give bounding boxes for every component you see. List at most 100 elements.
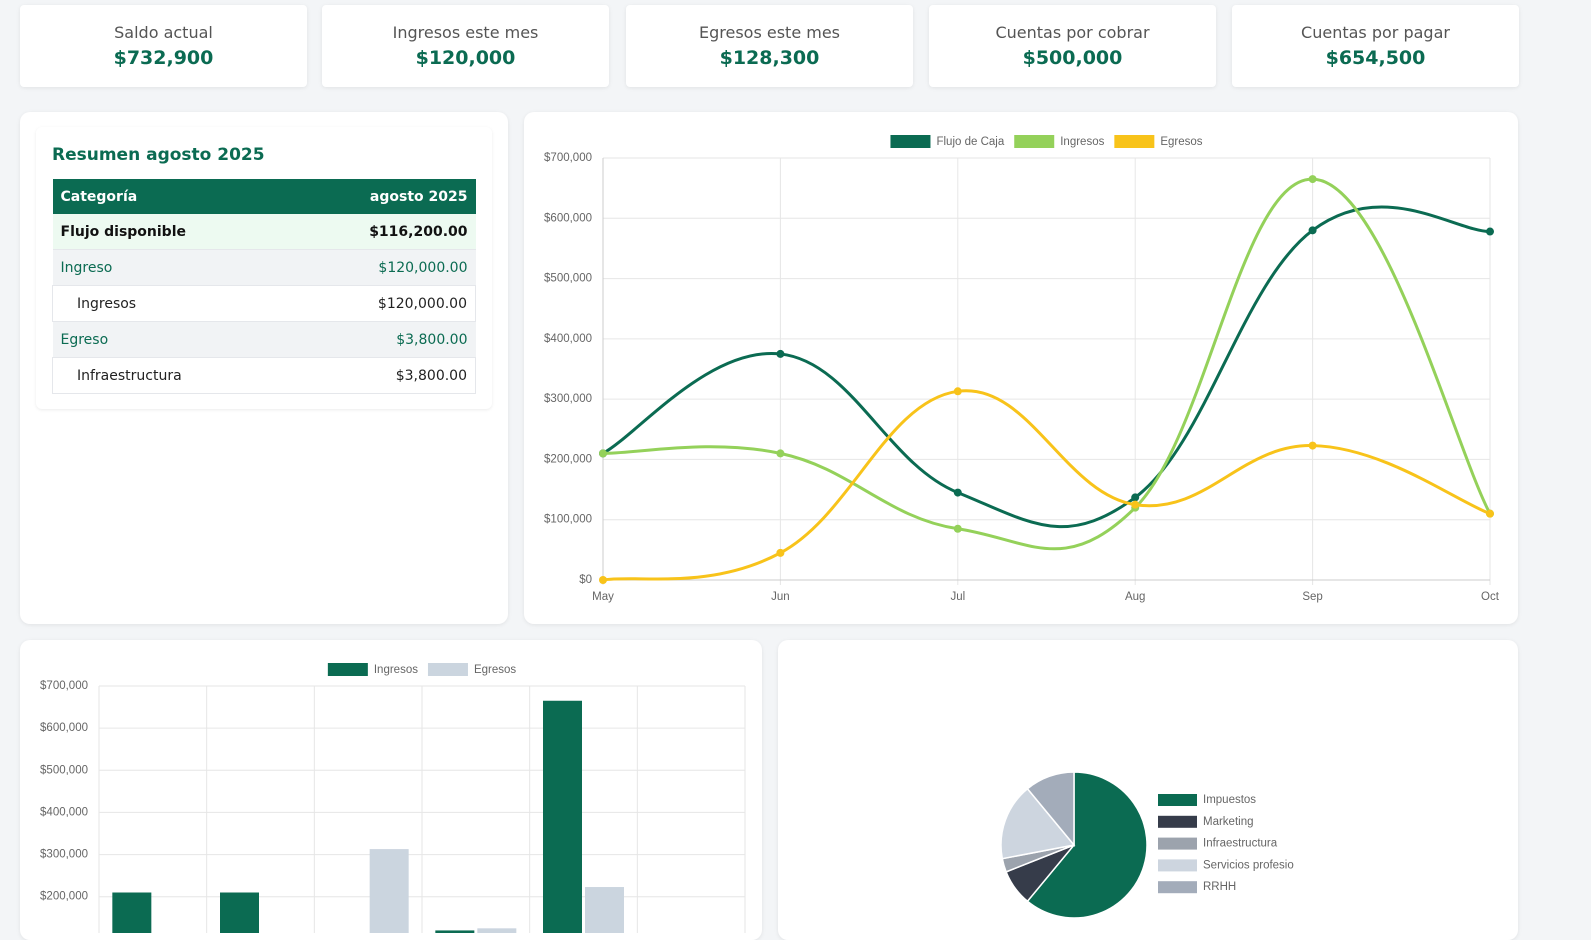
legend-label: Marketing bbox=[1203, 816, 1254, 828]
legend-label: Impuestos bbox=[1203, 794, 1256, 806]
x-tick-label: Jul bbox=[950, 591, 965, 603]
legend-swatch bbox=[890, 135, 931, 148]
legend: Ingresos Egresos bbox=[327, 663, 516, 676]
y-tick-label: $100,000 bbox=[544, 514, 592, 526]
legend-swatch bbox=[1114, 135, 1155, 148]
legend-swatch bbox=[1014, 135, 1055, 148]
kpi-label: Egresos este mes bbox=[698, 23, 841, 42]
bar bbox=[369, 849, 409, 933]
kpi-value: $654,500 bbox=[1325, 47, 1426, 69]
point bbox=[1131, 493, 1140, 502]
y-tick-label: $600,000 bbox=[40, 722, 88, 734]
kpi-card: Cuentas por cobrar $500,000 bbox=[929, 5, 1216, 87]
legend-label: Egresos bbox=[474, 664, 516, 676]
x-tick-label: Oct bbox=[1481, 591, 1500, 603]
bar bbox=[112, 892, 152, 933]
line-card bbox=[524, 112, 1518, 624]
x-tick-label: Sep bbox=[1302, 591, 1322, 603]
legend-label: Ingresos bbox=[374, 664, 418, 676]
bar bbox=[435, 930, 475, 933]
bar bbox=[220, 892, 259, 933]
x-tick-label: Aug bbox=[1125, 591, 1145, 603]
cell: Ingreso bbox=[52, 249, 287, 286]
y-tick-label: $400,000 bbox=[544, 333, 592, 345]
cell: $120,000.00 bbox=[286, 285, 477, 322]
y-tick-label: $700,000 bbox=[40, 680, 88, 692]
cell: Ingresos bbox=[52, 285, 287, 322]
y-tick-label: $600,000 bbox=[544, 212, 592, 224]
legend-swatch bbox=[1158, 815, 1197, 828]
cell: Flujo disponible bbox=[52, 214, 287, 250]
pie-slice bbox=[1026, 771, 1075, 848]
point bbox=[1308, 441, 1317, 450]
legend-swatch bbox=[427, 663, 468, 676]
point bbox=[953, 387, 962, 396]
bar bbox=[585, 887, 624, 933]
cell: $120,000.00 bbox=[286, 249, 476, 286]
bar bbox=[543, 700, 582, 933]
legend-swatch bbox=[1158, 859, 1197, 872]
legend: Flujo de Caja Ingresos Egresos bbox=[890, 135, 1203, 148]
point bbox=[953, 488, 962, 497]
point bbox=[1131, 500, 1140, 509]
legend-swatch bbox=[327, 663, 368, 676]
line bbox=[602, 389, 1491, 582]
point bbox=[599, 576, 607, 584]
pie-card bbox=[778, 640, 1518, 940]
cell: $3,800.00 bbox=[286, 321, 476, 358]
x-tick-label: May bbox=[592, 591, 614, 603]
pie-slice bbox=[1026, 771, 1148, 919]
legend-label: Servicios profesio bbox=[1203, 859, 1294, 871]
cell: Egreso bbox=[52, 321, 287, 358]
legend-swatch bbox=[1158, 881, 1197, 894]
header-cell: agosto 2025 bbox=[286, 179, 476, 214]
y-tick-label: $500,000 bbox=[40, 764, 88, 776]
y-tick-label: $200,000 bbox=[544, 453, 592, 465]
summary-table: Categoría agosto 2025 Flujo disponible $11… bbox=[52, 179, 477, 394]
y-tick-label: $700,000 bbox=[544, 152, 592, 164]
point bbox=[776, 349, 785, 358]
line bbox=[602, 205, 1491, 529]
kpi-label: Ingresos este mes bbox=[392, 23, 539, 42]
kpi-value: $500,000 bbox=[1022, 47, 1123, 69]
y-tick-label: $300,000 bbox=[544, 393, 592, 405]
y-tick-label: $400,000 bbox=[40, 806, 88, 818]
kpi-value: $128,300 bbox=[719, 47, 820, 69]
y-tick-label: $500,000 bbox=[544, 273, 592, 285]
point bbox=[953, 524, 962, 533]
point bbox=[599, 449, 607, 458]
y-tick-label: $0 bbox=[579, 574, 592, 586]
kpi-card: Saldo actual $732,900 bbox=[20, 5, 307, 87]
point bbox=[776, 449, 785, 458]
legend-label: Flujo de Caja bbox=[936, 136, 1004, 148]
legend-label: Egresos bbox=[1160, 136, 1202, 148]
point bbox=[776, 548, 785, 557]
legend-label: Infraestructura bbox=[1203, 838, 1278, 850]
legend-swatch bbox=[1158, 794, 1197, 806]
y-tick-label: $200,000 bbox=[40, 891, 88, 903]
cell: $116,200.00 bbox=[286, 214, 476, 250]
cell: $3,800.00 bbox=[286, 357, 477, 394]
point bbox=[1308, 226, 1317, 235]
pie-slice bbox=[1000, 787, 1076, 860]
kpi-card: Ingresos este mes $120,000 bbox=[322, 5, 609, 87]
kpi-label: Saldo actual bbox=[114, 23, 213, 42]
kpi-value: $732,900 bbox=[113, 47, 214, 69]
point bbox=[1486, 509, 1494, 518]
kpi-card: Egresos este mes $128,300 bbox=[626, 5, 913, 87]
point bbox=[1308, 175, 1317, 184]
point bbox=[1486, 227, 1494, 236]
kpi-label: Cuentas por pagar bbox=[1301, 23, 1450, 42]
line bbox=[602, 177, 1492, 551]
x-tick-label: Jun bbox=[771, 591, 790, 603]
summary-panel: Resumen agosto 2025 Categoría agosto 2025… bbox=[36, 127, 492, 409]
legend-swatch bbox=[1158, 837, 1197, 850]
summary-title: Resumen agosto 2025 bbox=[52, 145, 265, 165]
legend-label: Ingresos bbox=[1060, 136, 1104, 148]
kpi-label: Cuentas por cobrar bbox=[995, 23, 1150, 42]
cell: Infraestructura bbox=[52, 357, 287, 394]
bar bbox=[477, 928, 517, 933]
header-cell: Categoría bbox=[52, 179, 287, 214]
